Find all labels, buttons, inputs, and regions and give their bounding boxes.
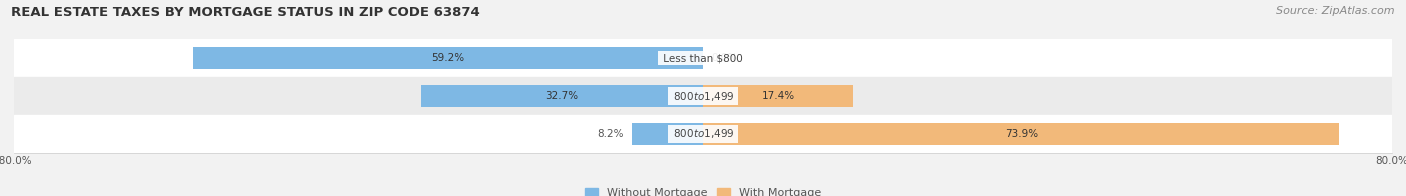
Bar	[422, 85, 703, 107]
Bar	[703, 123, 1340, 145]
Bar	[703, 85, 853, 107]
Text: Source: ZipAtlas.com: Source: ZipAtlas.com	[1277, 6, 1395, 16]
Bar	[14, 77, 1392, 115]
Text: 73.9%: 73.9%	[1005, 129, 1038, 139]
Text: 0.0%: 0.0%	[711, 53, 738, 63]
Text: 32.7%: 32.7%	[546, 91, 579, 101]
Bar	[193, 47, 703, 69]
Bar	[14, 39, 1392, 77]
Legend: Without Mortgage, With Mortgage: Without Mortgage, With Mortgage	[585, 188, 821, 196]
Bar	[14, 115, 1392, 153]
Bar	[633, 123, 703, 145]
Text: 59.2%: 59.2%	[432, 53, 464, 63]
Text: 8.2%: 8.2%	[598, 129, 624, 139]
Text: Less than $800: Less than $800	[659, 53, 747, 63]
Text: $800 to $1,499: $800 to $1,499	[671, 90, 735, 103]
Text: REAL ESTATE TAXES BY MORTGAGE STATUS IN ZIP CODE 63874: REAL ESTATE TAXES BY MORTGAGE STATUS IN …	[11, 6, 479, 19]
Text: $800 to $1,499: $800 to $1,499	[671, 127, 735, 140]
Text: 17.4%: 17.4%	[762, 91, 794, 101]
